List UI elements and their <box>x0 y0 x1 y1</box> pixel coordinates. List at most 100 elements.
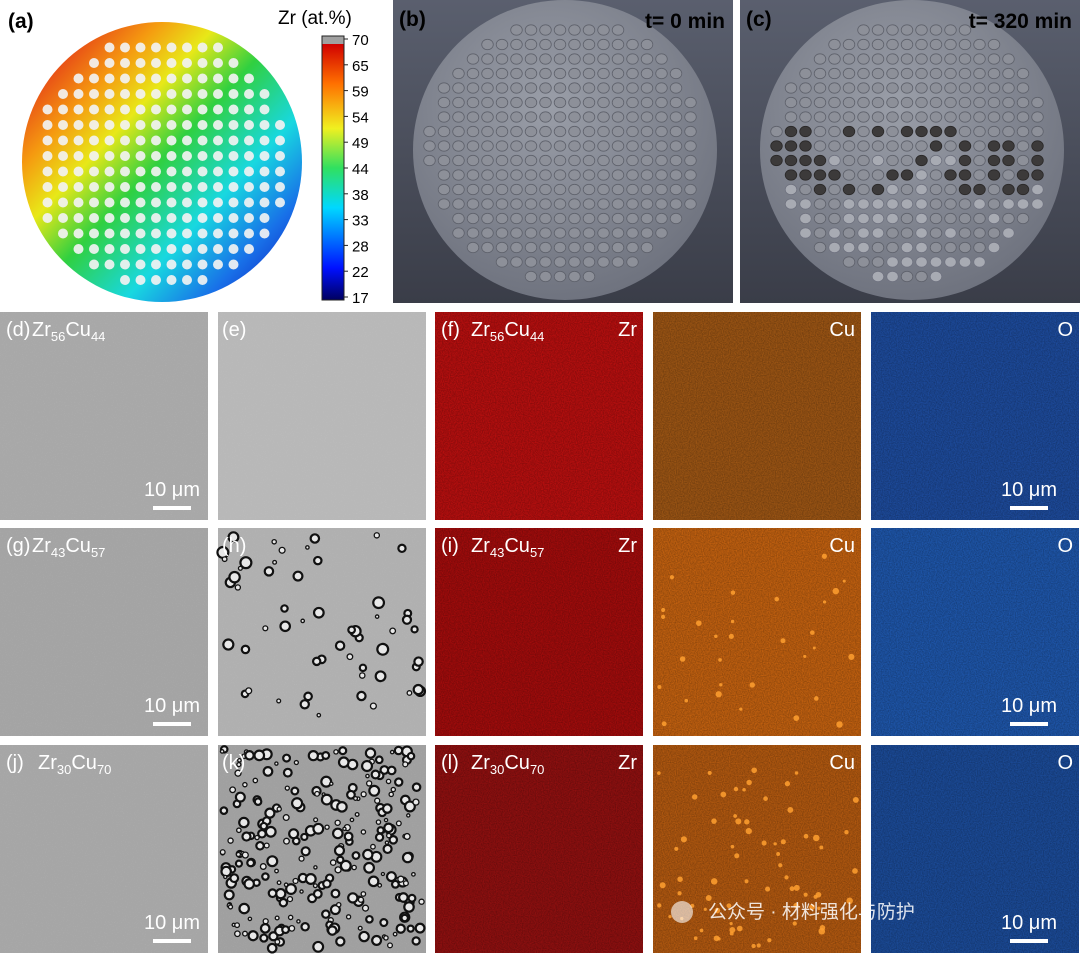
texture <box>435 312 643 520</box>
cu-rich-spot <box>669 575 675 580</box>
sample-dot <box>104 58 115 68</box>
particle <box>236 827 242 834</box>
sample-spot <box>813 53 827 65</box>
particle <box>380 871 386 877</box>
sample-spot <box>524 125 538 138</box>
sample-spot <box>582 212 596 225</box>
sample-spot <box>481 67 494 80</box>
sample-spot <box>915 227 928 239</box>
particle <box>262 918 269 925</box>
sample-dot <box>73 151 84 161</box>
texture <box>0 312 208 520</box>
sample-dot <box>259 135 270 146</box>
sample-dot <box>89 120 99 130</box>
particle <box>234 791 246 803</box>
sample-spot <box>915 212 928 225</box>
sample-spot <box>987 53 1001 65</box>
sample-dot <box>275 197 285 208</box>
cu-rich-spot <box>730 590 736 595</box>
sample-spot <box>799 212 812 225</box>
sample-dot <box>89 135 99 146</box>
sample-spot <box>842 256 856 268</box>
sample-spot <box>611 111 625 123</box>
sample-dot <box>104 259 115 270</box>
particle <box>227 837 234 844</box>
particle <box>312 606 325 619</box>
sample-spot <box>597 82 610 94</box>
sample-dot <box>73 120 84 130</box>
sample-dot <box>228 151 239 161</box>
sample-spot <box>973 38 986 51</box>
sample-spot <box>524 24 538 36</box>
particle <box>252 777 259 784</box>
colorbar-title: Zr (at.%) <box>278 8 352 29</box>
sample-dot <box>58 89 68 99</box>
sample-spot <box>929 169 943 181</box>
sample-dot <box>135 104 146 115</box>
particle <box>271 538 277 545</box>
sample-spot <box>495 140 509 152</box>
particle <box>274 938 281 945</box>
sample-spot <box>640 198 654 210</box>
sample-dot <box>42 182 53 192</box>
sample-spot <box>626 96 639 109</box>
sample-spot <box>626 53 639 65</box>
sample-spot <box>524 227 538 239</box>
sample-spot <box>452 140 465 152</box>
sample-dot <box>228 120 239 130</box>
sample-spot <box>842 212 856 225</box>
sample-dot <box>166 120 177 130</box>
particle <box>274 915 280 921</box>
sample-spot <box>510 183 523 196</box>
sample-spot <box>524 183 538 196</box>
composition: Zr43Cu57 <box>471 535 544 560</box>
sample-spot <box>886 38 899 51</box>
sample-spot <box>799 125 812 138</box>
cu-rich-spot <box>818 927 826 935</box>
sample-spot <box>915 38 928 51</box>
sample-spot <box>944 212 957 225</box>
cu-rich-spot <box>780 638 786 644</box>
sample-dot <box>213 120 223 130</box>
particle <box>283 882 289 888</box>
sample-dot <box>213 89 223 99</box>
sample-spot <box>597 38 610 51</box>
sample-spot <box>495 198 509 210</box>
particle <box>299 889 304 894</box>
sample-spot <box>828 53 841 65</box>
particle <box>326 925 338 936</box>
cu-rich-spot <box>756 943 761 948</box>
sample-dot <box>275 151 285 161</box>
sample-spot <box>553 67 567 80</box>
sample-dot <box>73 197 84 208</box>
particle <box>220 865 232 878</box>
sample-dot <box>73 73 84 84</box>
cu-rich-spot <box>846 897 853 905</box>
cu-rich-spot <box>761 840 767 846</box>
text-part: Zr <box>38 752 57 774</box>
sample-dot <box>166 244 177 254</box>
sample-spot <box>553 270 567 283</box>
cu-rich-spot <box>836 721 843 728</box>
sample-dot <box>120 213 130 223</box>
particle <box>227 531 240 544</box>
sample-spot <box>973 227 986 239</box>
sample-spot <box>813 140 827 152</box>
particle <box>266 855 279 868</box>
sample-spot <box>510 198 523 210</box>
composition: Zr30Cu70 <box>38 752 111 777</box>
sample-spot <box>539 270 552 283</box>
scale-bar-label: 10 μm <box>144 695 200 717</box>
particle <box>286 895 294 903</box>
particle <box>292 877 299 885</box>
sample-spot <box>539 154 552 167</box>
sample-spot <box>495 227 509 239</box>
sample-spot <box>423 125 436 138</box>
particle <box>351 864 357 871</box>
sample-dot <box>135 182 146 192</box>
sample-spot <box>684 183 697 196</box>
sample-dot <box>197 166 208 177</box>
sample-spot <box>655 169 668 181</box>
sample-spot <box>568 227 581 239</box>
particle <box>402 880 409 887</box>
